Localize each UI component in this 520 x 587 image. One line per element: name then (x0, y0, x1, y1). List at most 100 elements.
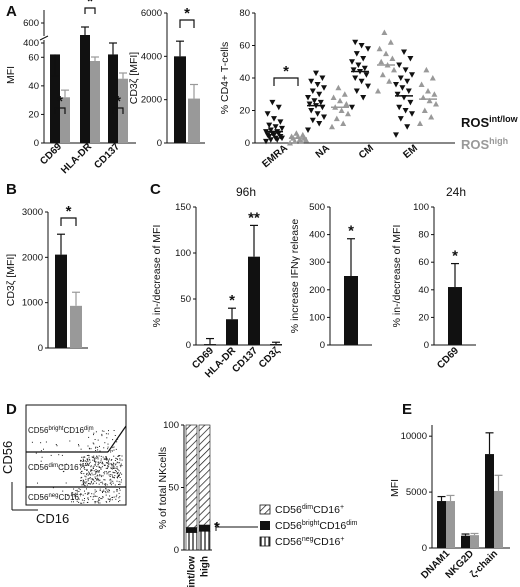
flow-dot (117, 458, 118, 460)
flow-dot (97, 500, 99, 502)
flow-dot (106, 462, 108, 463)
flow-dot (102, 463, 104, 465)
a3-point-g2-s1-10 (381, 29, 388, 35)
flow-dot (88, 430, 90, 432)
flow-dot (99, 461, 101, 463)
flow-dot (110, 474, 112, 475)
flow-dot (111, 464, 113, 466)
flow-dot (98, 498, 99, 500)
flow-dot (106, 484, 108, 486)
a1-cat-0: CD69 (38, 141, 64, 167)
a3-cat-2: CM (357, 143, 376, 161)
a1-cat-1: HLA-DR (59, 141, 94, 176)
flow-dot (95, 495, 96, 497)
flow-dot (112, 464, 114, 465)
flow-dot (118, 476, 120, 477)
c1-bar-0 (204, 344, 216, 345)
flow-dot (82, 465, 84, 467)
flow-dot (97, 479, 99, 480)
flow-dot (92, 466, 94, 468)
flow-dot (119, 459, 121, 461)
c1-y0-tick-label: 0 (186, 340, 191, 351)
flow-dot (87, 497, 89, 499)
a1-y1-tick-label: 20 (28, 109, 39, 120)
flow-dot (107, 466, 109, 468)
flow-dot (112, 465, 114, 467)
a3-point-g2-s0-0 (349, 104, 355, 111)
a3-point-g0-s0-18 (271, 116, 277, 122)
c2-bar-0 (344, 276, 358, 345)
a3-point-g2-s0-11 (349, 59, 355, 65)
flow-dot (113, 477, 115, 479)
flow-dot (76, 493, 78, 495)
c1-bar-3 (270, 344, 282, 345)
a3-point-g3-s0-16 (396, 62, 403, 68)
a3-point-g2-s0-15 (358, 43, 365, 49)
flow-dot (111, 499, 113, 501)
a3-ylabel: % CD4+ T-cells (219, 42, 231, 114)
flow-dot (76, 491, 78, 493)
a2-bar-s1 (188, 98, 200, 143)
flow-dot (86, 458, 88, 460)
flow-dot (97, 446, 99, 448)
c2-y4-tick-label: 400 (309, 230, 325, 241)
c3-bar-0 (448, 287, 462, 345)
a3-point-g2-s1-9 (387, 39, 394, 45)
a1-yh1-tick-label: 600 (23, 18, 39, 29)
a1-bar-cd137-s0 (108, 54, 118, 143)
flow-dot (119, 500, 121, 502)
legend-d-neg: CD56negCD16+ (275, 536, 345, 548)
e-y1-tick-label: 5000 (406, 487, 427, 498)
flow-dot (80, 448, 82, 450)
flow-dot (106, 437, 108, 439)
a2-y2-tick-label: 4000 (141, 51, 162, 62)
flow-dot (93, 432, 95, 434)
flow-dot (114, 477, 115, 479)
a3-point-g1-s0-13 (309, 88, 316, 94)
flow-dot (103, 465, 105, 466)
flow-dot (93, 479, 95, 481)
flow-dot (93, 455, 95, 457)
flow-dot (50, 454, 52, 456)
d-y2-tick-label: 100 (163, 420, 179, 431)
flow-dot (102, 492, 103, 493)
flow-dot (96, 478, 98, 480)
flow-dot (89, 459, 91, 461)
flow-dot (113, 472, 115, 474)
a3-sig-bracket (273, 77, 299, 86)
a3-point-g1-s1-9 (341, 91, 348, 97)
legend-ros-high-sup: high (489, 136, 508, 146)
flow-dot (93, 434, 94, 436)
flow-dot (80, 480, 82, 482)
flow-dot (100, 458, 102, 460)
flow-dot (96, 477, 98, 479)
flow-dot (99, 499, 101, 501)
a1-y2-tick-label: 40 (28, 81, 39, 92)
flow-dot (98, 455, 100, 457)
a3-point-g2-s0-5 (352, 75, 359, 81)
flow-dot (73, 494, 75, 495)
flow-dot (93, 443, 95, 445)
flow-dot (105, 462, 107, 464)
a3-point-g1-s0-1 (316, 121, 323, 127)
flow-dot (83, 484, 85, 486)
a3-y2-tick-label: 40 (239, 73, 250, 84)
flow-dot (86, 469, 88, 471)
flow-dot (88, 471, 90, 473)
flow-dot (121, 455, 123, 457)
flow-dot (84, 481, 86, 483)
flow-dot (118, 473, 120, 475)
a3-y1-tick-label: 20 (239, 106, 250, 117)
flow-dot (108, 465, 110, 467)
panel-label-e: E (402, 401, 412, 418)
a3-point-g3-s1-9 (429, 75, 436, 81)
legend-d: CD56dimCD16+ CD56brightCD16dim CD56negCD… (215, 504, 358, 548)
a3-point-g2-s0-3 (365, 83, 371, 90)
flow-dot (115, 498, 117, 500)
legend-d-neg-sup2: + (340, 536, 344, 543)
a3-point-g0-s0-17 (277, 119, 284, 125)
b-sig-bracket (60, 217, 77, 226)
a3-point-g3-s1-0 (417, 120, 423, 126)
flow-dot (87, 501, 89, 503)
flow-dot (90, 483, 92, 485)
